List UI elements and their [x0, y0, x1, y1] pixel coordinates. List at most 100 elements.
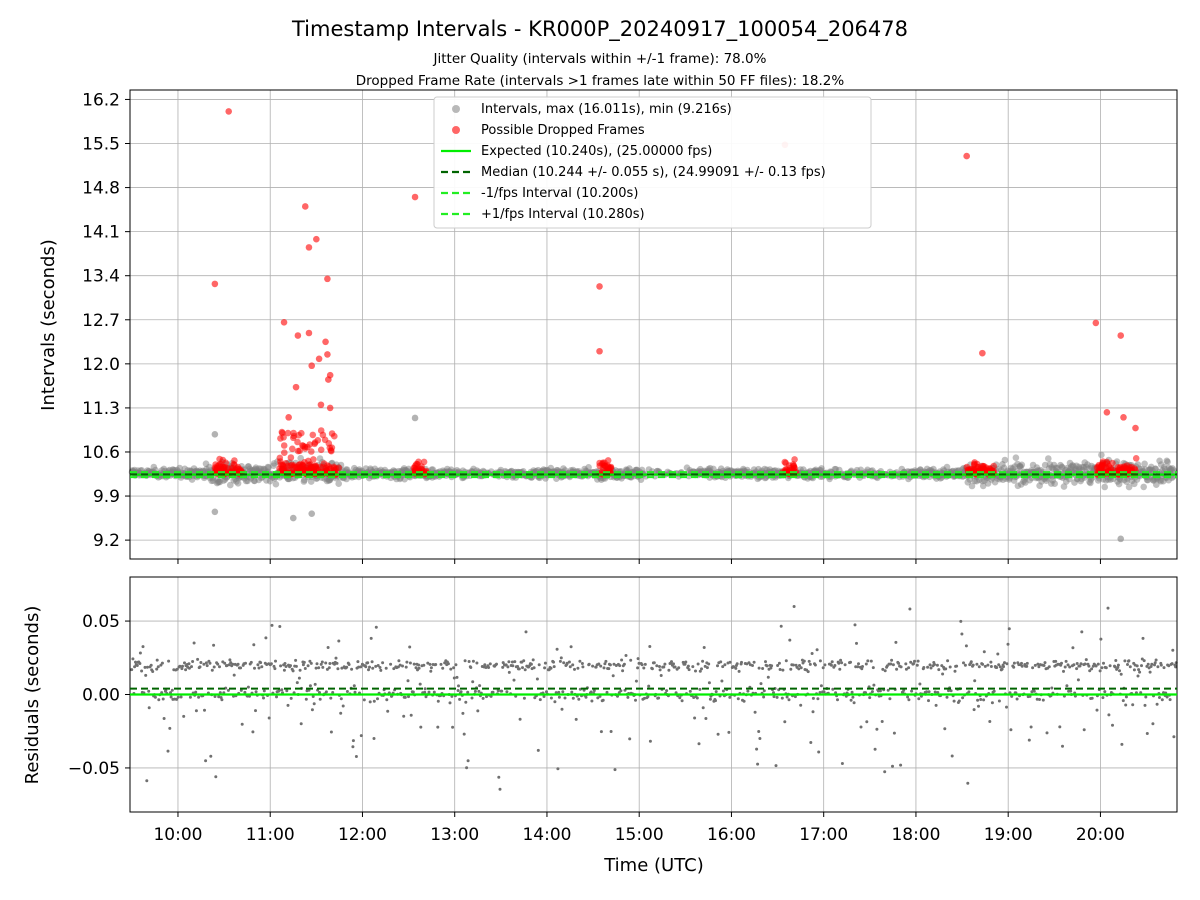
residual-point	[352, 684, 356, 688]
interval-point	[1001, 456, 1009, 464]
residual-point	[475, 661, 479, 665]
residual-point	[449, 667, 453, 671]
residual-point	[243, 690, 247, 694]
residual-point	[298, 668, 302, 672]
residual-point	[441, 666, 445, 670]
residual-point	[1061, 744, 1064, 748]
residual-point	[907, 698, 911, 702]
interval-point	[289, 514, 297, 522]
residual-point	[728, 660, 732, 664]
residual-point	[705, 666, 709, 670]
dropped-frame-point	[411, 193, 419, 201]
residual-point	[707, 662, 711, 666]
residual-point	[203, 708, 206, 712]
residual-point	[411, 690, 415, 694]
top-y-tick-label: 9.2	[93, 531, 120, 551]
residual-point	[1114, 659, 1118, 662]
residual-point	[209, 754, 213, 758]
residual-point	[830, 660, 834, 664]
residual-point	[702, 646, 706, 649]
residual-point	[736, 697, 740, 701]
residual-point	[1139, 691, 1143, 695]
residual-point	[859, 725, 863, 729]
residual-point	[1132, 668, 1136, 672]
residual-point	[850, 690, 854, 694]
residual-point	[1131, 703, 1135, 707]
residual-point	[982, 698, 986, 702]
residual-point	[1101, 696, 1105, 700]
residual-point	[716, 732, 720, 736]
residual-point	[188, 695, 192, 699]
residual-point	[721, 665, 725, 669]
residual-point	[784, 659, 788, 663]
residual-point	[1106, 606, 1110, 610]
residual-point	[260, 665, 264, 669]
dropped-frame-point	[281, 449, 288, 457]
residual-point	[1005, 705, 1008, 709]
dropped-frame-point	[216, 455, 223, 463]
residual-point	[512, 678, 516, 682]
dropped-frame-point	[308, 448, 315, 455]
residual-point	[941, 672, 945, 676]
residual-point	[762, 689, 766, 693]
dropped-frame-point	[1108, 466, 1115, 473]
dropped-frame-point	[979, 349, 986, 357]
residual-point	[1047, 665, 1051, 669]
residual-point	[793, 695, 797, 699]
residual-point	[555, 647, 559, 651]
residual-point	[766, 675, 770, 679]
residual-point	[190, 665, 193, 669]
residual-point	[753, 710, 757, 714]
residual-point	[522, 696, 526, 700]
residual-point	[596, 696, 600, 700]
interval-point	[1060, 483, 1068, 490]
residual-point	[873, 747, 877, 751]
residual-point	[379, 668, 383, 672]
residual-point	[1025, 661, 1029, 665]
residual-point	[162, 717, 166, 720]
residual-point	[622, 662, 626, 666]
residual-point	[963, 663, 967, 667]
residual-point	[451, 725, 455, 729]
dropped-frame-point	[294, 332, 302, 339]
residual-point	[239, 666, 243, 670]
residual-point	[683, 662, 687, 666]
residual-point	[1082, 728, 1086, 732]
dropped-frame-point	[791, 456, 798, 463]
residual-point	[315, 662, 319, 666]
residual-point	[240, 722, 244, 726]
residual-point	[698, 687, 702, 691]
residual-point	[466, 690, 470, 694]
residual-point	[304, 697, 308, 701]
residual-point	[432, 690, 436, 694]
residual-point	[489, 694, 493, 698]
residual-point	[1005, 662, 1009, 666]
interval-point	[411, 414, 419, 422]
residual-point	[1058, 725, 1062, 729]
residual-point	[1095, 708, 1099, 712]
bottom-y-tick-label: −0.05	[68, 759, 120, 779]
dropped-frame-point	[301, 203, 309, 210]
residual-point	[1138, 670, 1142, 674]
chart-subtitle-1: Jitter Quality (intervals within +/-1 fr…	[433, 51, 767, 67]
residual-point	[964, 644, 968, 648]
residual-point	[971, 663, 975, 667]
residual-point	[354, 755, 358, 758]
residual-point	[1119, 672, 1123, 676]
residual-point	[481, 696, 485, 700]
residual-point	[587, 662, 591, 666]
residual-point	[570, 690, 574, 694]
residual-point	[728, 695, 732, 699]
residual-point	[762, 695, 766, 699]
residual-point	[855, 641, 858, 645]
residual-point	[500, 689, 504, 693]
residual-point	[160, 661, 164, 665]
residual-point	[320, 660, 324, 664]
dropped-frame-point	[280, 434, 287, 441]
residual-point	[168, 726, 172, 730]
residual-point	[1094, 664, 1098, 668]
x-tick-label: 15:00	[615, 825, 664, 845]
residual-point	[1084, 658, 1088, 662]
dropped-frame-point	[292, 383, 300, 391]
residual-point	[175, 697, 179, 701]
